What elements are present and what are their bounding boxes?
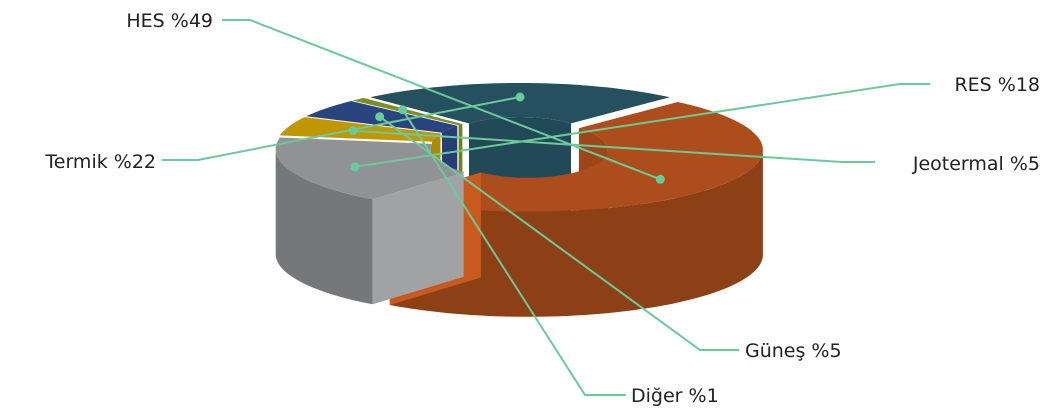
leader-dot-hes: [655, 174, 665, 184]
leader-lines: [162, 19, 930, 396]
slice-diger-top: [352, 97, 463, 126]
label-res: RES %18: [954, 74, 1040, 96]
slice-hes-top: [389, 102, 763, 212]
donut-slice-ends: [372, 171, 481, 305]
label-diger: Diğer %1: [631, 385, 719, 407]
slice-diger-part: [352, 97, 463, 126]
leader-line-res: [354, 83, 930, 168]
leader-line-jeotermal: [352, 129, 875, 163]
leader-line-hes: [222, 19, 661, 181]
slice-res-top: [275, 137, 464, 200]
donut-outer-walls: [275, 149, 763, 317]
slice-hes-outer-wall: [389, 149, 763, 317]
leader-line-diger: [401, 109, 626, 396]
slice-res-part: [275, 149, 373, 305]
leader-dot-termik: [515, 92, 525, 102]
leader-dot-gunes: [375, 112, 385, 122]
leader-line-termik: [162, 96, 521, 161]
label-hes: HES %49: [126, 10, 213, 32]
slice-hes-part: [389, 149, 763, 317]
leader-dot-diger: [398, 105, 408, 115]
leader-line-gunes: [379, 115, 739, 351]
slice-hes-part: [389, 102, 763, 212]
leader-dot-res: [350, 162, 360, 172]
label-termik: Termik %22: [44, 151, 156, 173]
label-jeotermal: Jeotermal %5: [912, 153, 1040, 175]
slice-termik-part: [370, 83, 670, 124]
label-gunes: Güneş %5: [745, 340, 842, 362]
slice-termik-top: [370, 83, 670, 124]
slice-res-part: [275, 137, 464, 200]
slice-res-end-face: [372, 171, 464, 305]
slice-res-outer-wall: [275, 149, 373, 305]
slice-res-part: [372, 171, 464, 305]
slice-labels: HES %49 RES %18 Jeotermal %5 Güneş %5 Di…: [44, 10, 1040, 407]
